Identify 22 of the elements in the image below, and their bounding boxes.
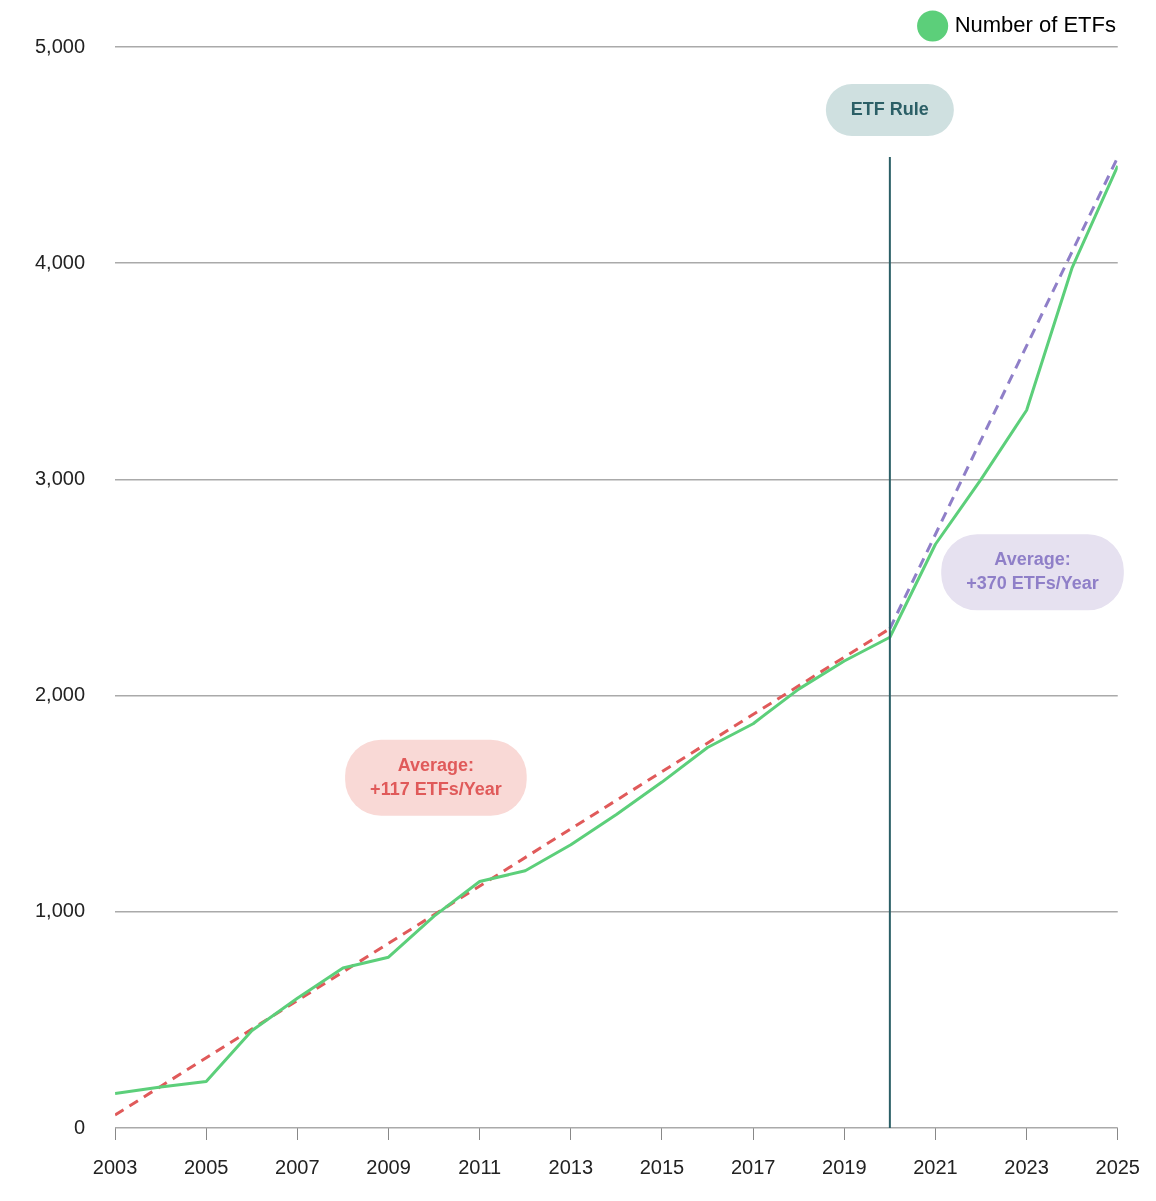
- y-tick-label: 0: [73, 1115, 86, 1138]
- x-tick-label: 2025: [1095, 1155, 1140, 1178]
- x-tick-label: 2013: [548, 1155, 594, 1178]
- ref-line-label: ETF Rule: [850, 98, 929, 119]
- y-tick-label: 1,000: [34, 899, 86, 922]
- y-tick-label: 3,000: [34, 466, 86, 489]
- legend-label: Number of ETFs: [954, 12, 1117, 38]
- y-tick-label: 4,000: [34, 250, 86, 273]
- y-tick-label: 2,000: [34, 683, 86, 706]
- x-tick-label: 2009: [366, 1155, 411, 1178]
- x-tick-label: 2017: [730, 1155, 776, 1178]
- x-tick-label: 2019: [822, 1155, 867, 1178]
- y-tick-label: 5,000: [34, 34, 86, 57]
- x-tick-label: 2005: [183, 1155, 229, 1178]
- annotation: Average: +370 ETFs/Year: [966, 549, 1099, 594]
- x-tick-label: 2023: [1004, 1155, 1049, 1178]
- x-tick-label: 2011: [458, 1155, 502, 1178]
- x-tick-label: 2007: [275, 1155, 320, 1178]
- annotation: Average: +117 ETFs/Year: [370, 754, 502, 799]
- x-tick-label: 2021: [913, 1155, 958, 1178]
- x-tick-label: 2003: [92, 1155, 138, 1178]
- x-tick-label: 2015: [639, 1155, 685, 1178]
